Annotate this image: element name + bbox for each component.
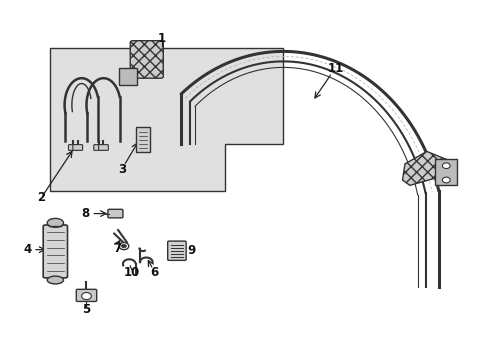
FancyBboxPatch shape <box>76 289 97 301</box>
Text: 11: 11 <box>327 62 344 75</box>
Ellipse shape <box>47 276 63 284</box>
FancyBboxPatch shape <box>99 145 108 150</box>
Text: 10: 10 <box>123 266 140 279</box>
FancyBboxPatch shape <box>94 145 103 150</box>
Circle shape <box>442 163 449 168</box>
FancyBboxPatch shape <box>108 209 122 218</box>
FancyBboxPatch shape <box>136 127 149 153</box>
Text: 5: 5 <box>82 303 90 316</box>
Circle shape <box>119 243 128 249</box>
FancyBboxPatch shape <box>68 145 78 150</box>
Text: 6: 6 <box>150 266 158 279</box>
FancyBboxPatch shape <box>167 241 186 260</box>
Ellipse shape <box>47 219 63 227</box>
Polygon shape <box>50 48 283 191</box>
FancyBboxPatch shape <box>434 159 457 185</box>
Text: 7: 7 <box>113 242 121 255</box>
FancyBboxPatch shape <box>43 225 67 278</box>
Text: 8: 8 <box>81 207 89 220</box>
FancyBboxPatch shape <box>130 41 163 78</box>
Text: 3: 3 <box>118 163 126 176</box>
Text: 1: 1 <box>158 32 165 45</box>
Text: 9: 9 <box>186 244 195 257</box>
Text: 4: 4 <box>23 243 31 256</box>
FancyBboxPatch shape <box>73 145 82 150</box>
Polygon shape <box>402 152 448 185</box>
Circle shape <box>81 293 91 300</box>
Text: 2: 2 <box>37 192 45 204</box>
FancyBboxPatch shape <box>119 68 136 85</box>
Circle shape <box>121 244 126 248</box>
Circle shape <box>442 177 449 183</box>
